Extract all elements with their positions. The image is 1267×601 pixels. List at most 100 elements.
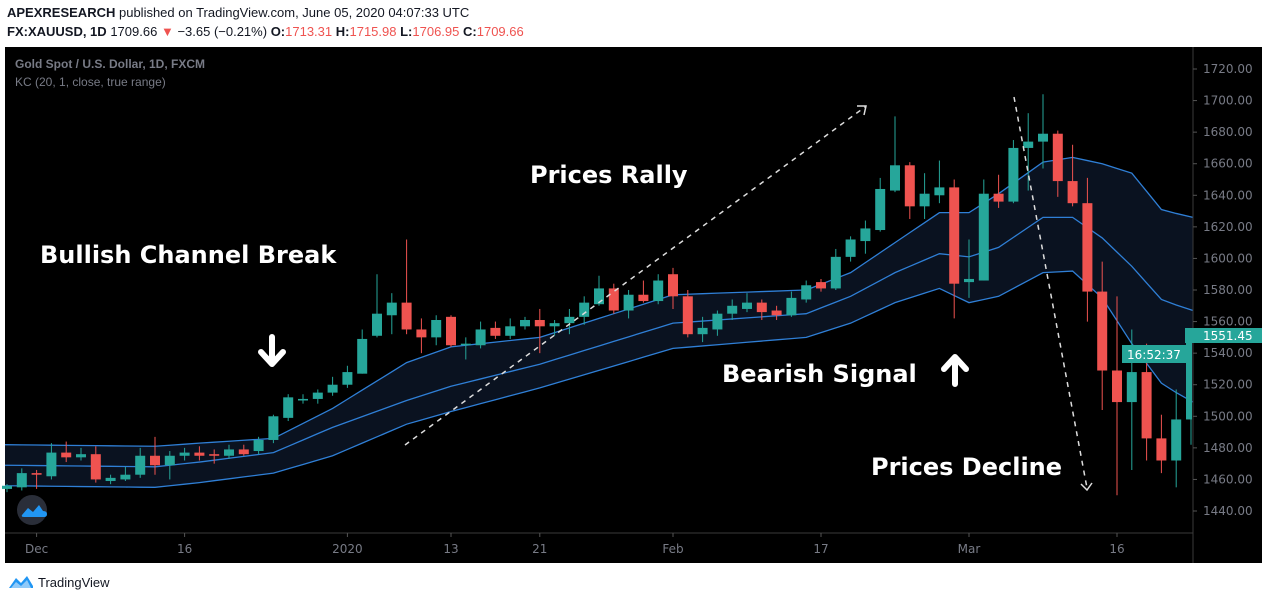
candle[interactable] <box>756 299 767 320</box>
candle[interactable] <box>1038 94 1048 169</box>
candle[interactable] <box>682 290 693 338</box>
candle[interactable] <box>194 446 205 461</box>
candle[interactable] <box>549 319 560 336</box>
candle[interactable] <box>327 376 338 396</box>
candle-body <box>505 326 516 336</box>
candle[interactable] <box>1156 414 1167 474</box>
publisher[interactable]: APEXRESEARCH <box>7 5 116 20</box>
candle[interactable] <box>120 466 131 482</box>
candle[interactable] <box>283 394 294 422</box>
candle[interactable] <box>446 315 456 347</box>
candle[interactable] <box>31 469 42 489</box>
candle[interactable] <box>594 275 604 306</box>
candle[interactable] <box>268 414 279 444</box>
candle[interactable] <box>1141 343 1152 461</box>
candle-body <box>890 165 900 191</box>
candle[interactable] <box>105 474 116 485</box>
candle[interactable] <box>46 443 57 480</box>
candle[interactable] <box>830 248 841 291</box>
candle[interactable] <box>801 280 812 303</box>
candle[interactable] <box>534 308 545 354</box>
candle[interactable] <box>520 316 530 330</box>
candle[interactable] <box>919 173 930 219</box>
candle[interactable] <box>1171 389 1182 488</box>
arrow-down-icon <box>258 334 286 367</box>
candle[interactable] <box>623 290 634 319</box>
candle[interactable] <box>224 444 234 459</box>
candle[interactable] <box>993 174 1004 208</box>
candle[interactable] <box>372 274 382 338</box>
candle[interactable] <box>1023 113 1034 191</box>
candle[interactable] <box>978 179 989 281</box>
candle[interactable] <box>579 296 590 325</box>
candle[interactable] <box>505 318 516 339</box>
candle-body <box>978 193 989 281</box>
candle[interactable] <box>934 160 945 204</box>
candle[interactable] <box>416 318 427 354</box>
candle[interactable] <box>904 162 915 219</box>
candle[interactable] <box>668 267 678 309</box>
footer-brand[interactable]: TradingView <box>38 574 110 590</box>
candle[interactable] <box>890 116 900 193</box>
candle[interactable] <box>1082 177 1093 322</box>
candle-body <box>875 188 886 231</box>
candle[interactable] <box>76 447 86 461</box>
candle[interactable] <box>179 447 190 461</box>
candle-body <box>1008 147 1019 202</box>
candle[interactable] <box>342 365 353 388</box>
candle[interactable] <box>1008 140 1019 204</box>
candle[interactable] <box>875 177 886 232</box>
candle[interactable] <box>816 278 826 292</box>
candle[interactable] <box>164 451 175 480</box>
candle[interactable] <box>401 239 412 335</box>
candle[interactable] <box>431 315 442 346</box>
candle[interactable] <box>742 293 752 313</box>
candle[interactable] <box>1112 296 1122 496</box>
candle[interactable] <box>1052 130 1063 197</box>
candle[interactable] <box>90 446 101 483</box>
candle[interactable] <box>860 220 871 254</box>
price-axis[interactable]: 1720.00 1700.00 1680.00 1660.00 1640.00 1620.… <box>1193 62 1253 518</box>
candle[interactable] <box>61 441 72 463</box>
candle[interactable] <box>712 310 723 336</box>
candle-body <box>534 319 545 327</box>
candle[interactable] <box>135 447 146 478</box>
candle-body <box>549 323 560 327</box>
candle-body <box>608 288 619 311</box>
candle[interactable] <box>475 321 486 349</box>
candle[interactable] <box>460 337 471 360</box>
candle[interactable] <box>786 291 797 317</box>
candle[interactable] <box>653 274 664 305</box>
tradingview-logo-button[interactable] <box>17 495 47 525</box>
candle[interactable] <box>564 308 575 335</box>
candle[interactable] <box>697 316 708 343</box>
candle[interactable] <box>638 280 649 303</box>
candle[interactable] <box>727 299 738 320</box>
candle[interactable] <box>490 321 501 339</box>
candle[interactable] <box>1067 144 1078 207</box>
candle[interactable] <box>357 329 368 374</box>
candle[interactable] <box>16 468 27 491</box>
kc-lower-band <box>4 270 1194 488</box>
candle[interactable] <box>949 179 960 319</box>
candle[interactable] <box>150 436 160 475</box>
candle[interactable] <box>2 484 12 493</box>
candle-body <box>298 398 308 401</box>
candle[interactable] <box>209 449 220 464</box>
candle[interactable] <box>608 283 619 314</box>
candle[interactable] <box>964 239 974 298</box>
candle-body <box>150 455 160 466</box>
candle[interactable] <box>298 394 308 404</box>
candle[interactable] <box>386 293 397 335</box>
time-axis[interactable]: Dec 16 2020 13 21 Feb 17 Mar 16 <box>25 533 1125 556</box>
legend-indicator[interactable]: KC (20, 1, close, true range) <box>15 75 166 89</box>
candle[interactable] <box>1097 261 1108 410</box>
candle-body <box>1082 203 1093 292</box>
candle[interactable] <box>238 444 249 456</box>
candle[interactable] <box>771 305 782 320</box>
candle[interactable] <box>845 236 856 262</box>
candle[interactable] <box>253 436 264 455</box>
candle[interactable] <box>312 389 323 404</box>
candle-body <box>638 294 649 302</box>
